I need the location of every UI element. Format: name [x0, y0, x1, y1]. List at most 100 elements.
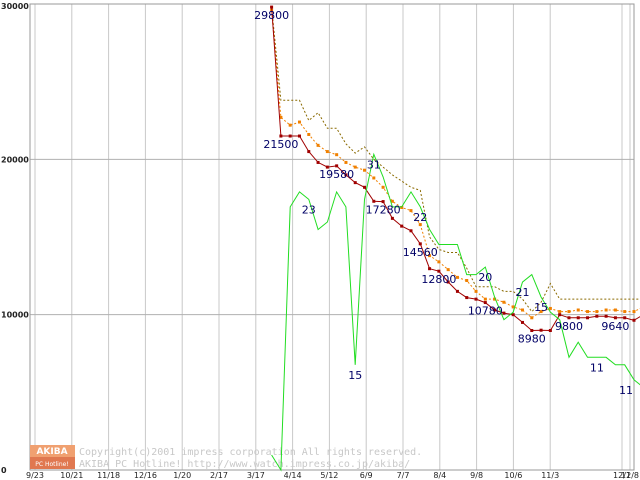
point-average [576, 308, 580, 312]
x-tick-label: 5/12 [320, 471, 338, 480]
akiba-logo-text: AKIBA [36, 447, 67, 457]
price-label: 9640 [601, 320, 629, 333]
series-group [270, 5, 640, 472]
x-tick-label: 12/16 [134, 471, 157, 480]
shops-label: 11 [619, 384, 633, 397]
x-tick-label: 10/6 [504, 471, 522, 480]
y-axis-ticks: 0 10000 20000 30000 [1, 2, 29, 475]
shops-label: 23 [302, 203, 316, 216]
price-label: 17280 [366, 204, 401, 217]
point-average [539, 310, 543, 314]
x-tick-label: 9/8 [470, 471, 483, 480]
point-low [446, 280, 450, 284]
grid-vertical [34, 4, 631, 470]
x-tick-label: 10/21 [60, 471, 83, 480]
data-labels: 29800 21500 19580 17280 14560 12800 10780 8980 9… [254, 9, 633, 397]
series-shops [271, 152, 640, 472]
shops-label: 15 [534, 301, 548, 314]
point-low [363, 185, 367, 189]
point-low [288, 134, 292, 138]
point-low [493, 308, 497, 312]
point-average [279, 115, 283, 119]
point-low [307, 150, 311, 154]
x-tick-label: 2/17 [210, 471, 228, 480]
point-average [595, 310, 599, 314]
akiba-logo-bottom [30, 457, 75, 469]
x-tick-label: 11/3 [541, 471, 559, 480]
plot-frame [29, 3, 635, 471]
x-tick-label: 11/18 [97, 471, 120, 480]
point-average [530, 316, 534, 320]
price-label: 12800 [421, 273, 456, 286]
price-label: 10780 [468, 305, 503, 318]
x-tick-label: 8/4 [433, 471, 446, 480]
copyright-watermark: AKIBA PC Hotline! Copyright(c)2001 impre… [30, 445, 422, 470]
series-line-average [271, 10, 640, 319]
point-low [455, 289, 459, 293]
price-label: 14560 [403, 246, 438, 259]
series-line-high [271, 7, 640, 313]
series-low [270, 5, 640, 333]
price-label: 29800 [254, 9, 289, 22]
point-average [558, 310, 562, 314]
point-low [520, 320, 524, 324]
point-low [548, 329, 552, 333]
shops-label: 20 [478, 271, 492, 284]
point-average [502, 300, 506, 304]
point-low [558, 313, 562, 317]
x-tick-label: 3/17 [247, 471, 265, 480]
series-high [271, 7, 640, 313]
point-low [316, 160, 320, 164]
point-low [353, 181, 357, 185]
point-low [418, 242, 422, 246]
point-average [307, 132, 311, 136]
point-low [409, 229, 413, 233]
point-low [344, 173, 348, 177]
point-average [613, 308, 617, 312]
y-tick-label: 20000 [1, 155, 29, 164]
point-low [586, 316, 590, 320]
point-low [474, 297, 478, 301]
point-low [297, 134, 301, 138]
x-tick-label: 12/8 [621, 471, 639, 480]
point-average [511, 305, 515, 309]
point-low [335, 164, 339, 168]
point-low [483, 301, 487, 305]
point-average [353, 165, 357, 169]
point-average [344, 160, 348, 164]
point-average [363, 168, 367, 172]
point-low [530, 329, 534, 333]
point-average [325, 150, 329, 154]
shops-label: 22 [413, 211, 427, 224]
point-low [576, 316, 580, 320]
point-low [632, 318, 636, 322]
point-average [623, 310, 627, 314]
point-average [493, 297, 497, 301]
akiba-logo-top [30, 445, 75, 457]
point-average [381, 185, 385, 189]
point-average [372, 176, 376, 180]
point-low [567, 316, 571, 320]
point-average [632, 310, 636, 314]
x-tick-label: 1/20 [173, 471, 191, 480]
point-average [465, 278, 469, 282]
series-line-shops [271, 152, 640, 472]
point-low [270, 5, 274, 9]
point-average [567, 310, 571, 314]
point-average [297, 120, 301, 124]
point-average [483, 297, 487, 301]
x-axis-ticks: 9/23 10/21 11/18 12/16 1/20 2/17 3/17 4/14 5/12 6… [26, 471, 639, 480]
point-low [623, 316, 627, 320]
x-tick-label: 12/1 [613, 471, 631, 480]
point-low [511, 313, 515, 317]
point-average [409, 209, 413, 213]
point-average [604, 308, 608, 312]
point-average [474, 289, 478, 293]
y-tick-label: 10000 [1, 311, 29, 320]
shops-label: 31 [367, 158, 381, 171]
point-average [437, 260, 441, 264]
point-low [613, 316, 617, 320]
point-average [548, 306, 552, 310]
price-label: 8980 [518, 333, 546, 346]
